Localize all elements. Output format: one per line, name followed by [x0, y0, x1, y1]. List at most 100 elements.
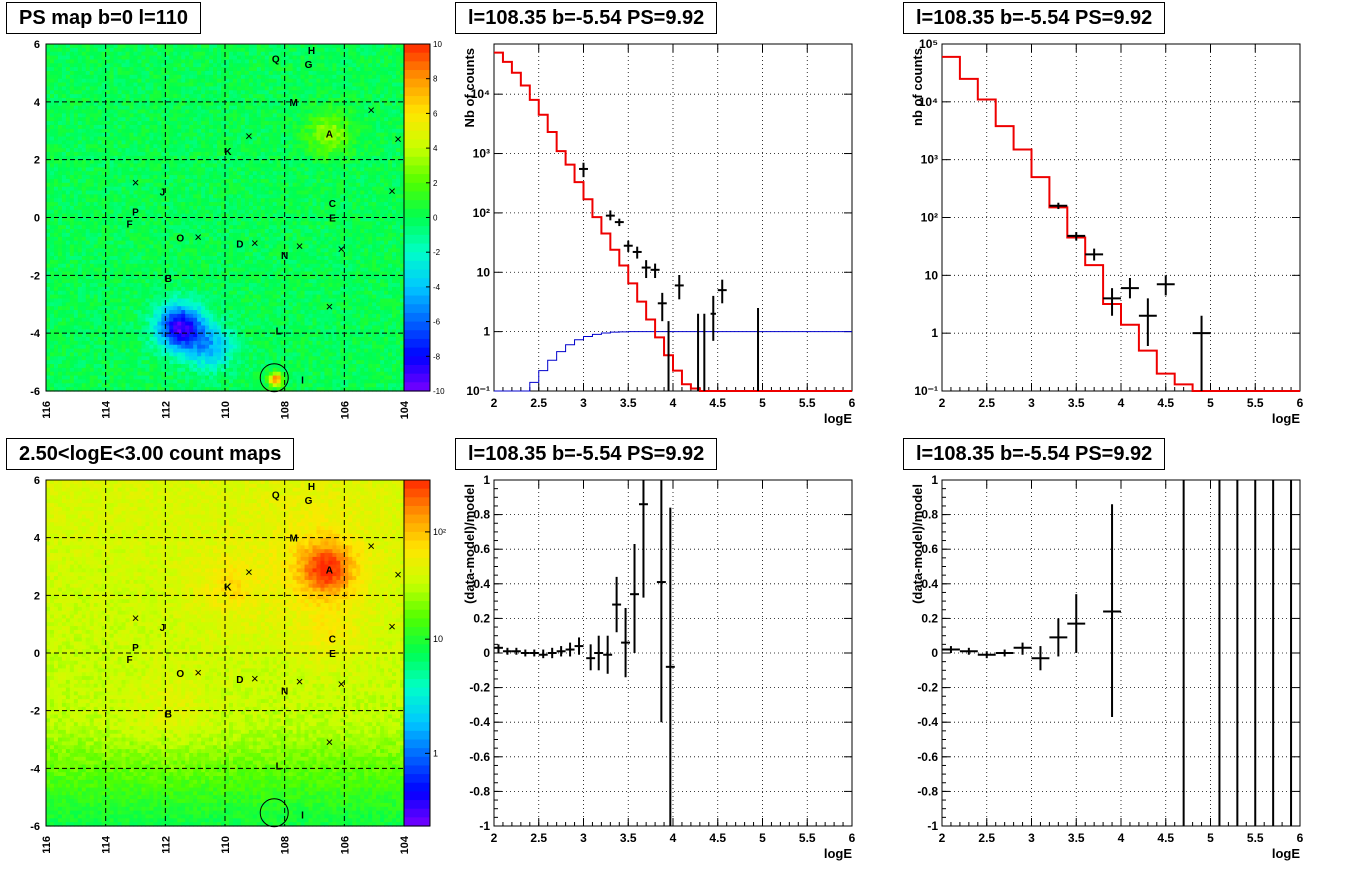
data-point — [594, 635, 604, 671]
y-tick-label: -2 — [30, 706, 40, 718]
y-tick-label: -0.8 — [469, 784, 490, 798]
y-tick-label: 0.4 — [921, 577, 938, 591]
source-cross: × — [367, 103, 375, 118]
data-point — [538, 649, 548, 659]
source-label: M — [289, 534, 297, 545]
acceptance-histogram — [494, 331, 852, 392]
y-tick-label: 0.8 — [473, 508, 490, 522]
data-point — [959, 647, 978, 655]
source-label: H — [308, 46, 315, 57]
source-cross: × — [245, 564, 253, 579]
plot-residuals_1: 2 2.5 3 3.5 4 4.5 5 5.5 6 1 0.8 0.6 0.4 0.2 0 -0.2 -0.4 -… — [462, 473, 856, 861]
colorbar-tick-label: 4 — [433, 144, 438, 153]
data-point — [1085, 248, 1104, 261]
colorbar-tick-label: -6 — [433, 318, 441, 327]
data-point — [641, 260, 651, 279]
y-tick-label: 0 — [34, 213, 40, 225]
source-label: B — [165, 274, 172, 285]
y-tick-label: 4 — [34, 533, 41, 545]
x-tick-label: 6 — [849, 396, 856, 410]
x-tick-label: 114 — [101, 835, 113, 854]
y-tick-label: 1 — [483, 473, 490, 487]
x-tick-label: 2 — [491, 396, 498, 410]
data-point — [1121, 277, 1139, 299]
data-point — [612, 576, 622, 633]
y-tick-label: -0.6 — [917, 750, 938, 764]
source-cross: × — [132, 175, 140, 190]
data-point — [656, 480, 666, 723]
y-tick-label: 1 — [931, 473, 938, 487]
data-point — [665, 507, 675, 826]
data-point — [638, 480, 648, 598]
y-tick-label: -0.2 — [917, 681, 938, 695]
data-point — [502, 647, 512, 655]
plot-residuals_2: 2 2.5 3 3.5 4 4.5 5 5.5 6 1 0.8 0.6 0.4 0.2 0 -0.2 -0.4 -… — [910, 473, 1304, 861]
source-label: P — [132, 208, 139, 219]
source-label: E — [329, 214, 336, 225]
x-tick-label: 5 — [1207, 396, 1214, 410]
title-ps-map: PS map b=0 l=110 — [6, 2, 201, 34]
plot-grid — [493, 44, 853, 392]
colorbar-tick-label: -2 — [433, 248, 441, 257]
x-tick-label: 3.5 — [620, 831, 637, 845]
x-tick-label: 4 — [1118, 396, 1125, 410]
data-point — [1067, 232, 1086, 241]
source-label: A — [326, 130, 333, 141]
x-tick-label: 3.5 — [1068, 396, 1085, 410]
y-tick-label: -2 — [30, 270, 40, 282]
x-tick-label: 5.5 — [1247, 396, 1264, 410]
x-tick-label: 2.5 — [530, 396, 547, 410]
title-residuals-2: l=108.35 b=-5.54 PS=9.92 — [903, 438, 1166, 470]
y-tick-label: 0.2 — [921, 611, 938, 625]
map-grid — [46, 44, 404, 391]
x-tick-label: 4.5 — [1157, 831, 1174, 845]
colorbar-tick-label: 1 — [433, 748, 438, 758]
colorbar-tick-label: 10 — [433, 40, 442, 49]
x-tick-label: 108 — [280, 401, 292, 419]
data-point — [1049, 618, 1068, 657]
data-point — [657, 292, 667, 322]
x-tick-label: 110 — [220, 401, 232, 419]
x-tick-label: 104 — [399, 400, 411, 419]
source-label: G — [305, 496, 313, 507]
source-cross: × — [326, 299, 334, 314]
data-point — [574, 637, 584, 655]
x-tick-label: 3 — [1028, 831, 1035, 845]
source-label: A — [326, 565, 333, 576]
data-point — [674, 274, 684, 300]
data-point — [529, 649, 539, 657]
x-tick-label: 116 — [41, 836, 53, 854]
x-tick-label: 2.5 — [978, 396, 995, 410]
source-cross: × — [194, 230, 202, 245]
data-point — [1031, 646, 1050, 671]
source-label: H — [308, 482, 315, 493]
y-tick-label: 10⁴ — [471, 87, 490, 101]
source-cross: × — [338, 677, 346, 692]
source-cross: × — [367, 538, 375, 553]
source-cross: × — [296, 238, 304, 253]
source-label: O — [176, 234, 184, 245]
y-tick-label: -0.8 — [917, 784, 938, 798]
y-tick-label: 0 — [34, 648, 40, 660]
x-tick-label: 116 — [41, 401, 53, 419]
data-point — [1138, 298, 1157, 346]
y-tick-label: 0.4 — [473, 577, 490, 591]
y-tick-label: 0.8 — [921, 508, 938, 522]
x-tick-label: 108 — [280, 836, 292, 854]
data-point — [547, 647, 557, 659]
data-point — [605, 210, 615, 221]
x-tick-label: 2.5 — [530, 831, 547, 845]
colorbar-tick-label: 8 — [433, 75, 438, 84]
y-tick-label: -4 — [30, 328, 41, 340]
source-label: D — [236, 240, 243, 251]
data-point — [603, 635, 613, 674]
x-tick-label: 4.5 — [709, 396, 726, 410]
source-label: K — [224, 147, 232, 158]
source-label: O — [176, 669, 184, 680]
x-tick-label: 5 — [759, 831, 766, 845]
colorbar: 10 8 6 4 2 0 -2 -4 -6 -8 -10 — [403, 40, 445, 396]
y-axis-label: (data-model)/model — [910, 484, 925, 604]
y-axis-label: nb of counts — [910, 48, 925, 126]
y-tick-label: 10 — [925, 268, 939, 282]
